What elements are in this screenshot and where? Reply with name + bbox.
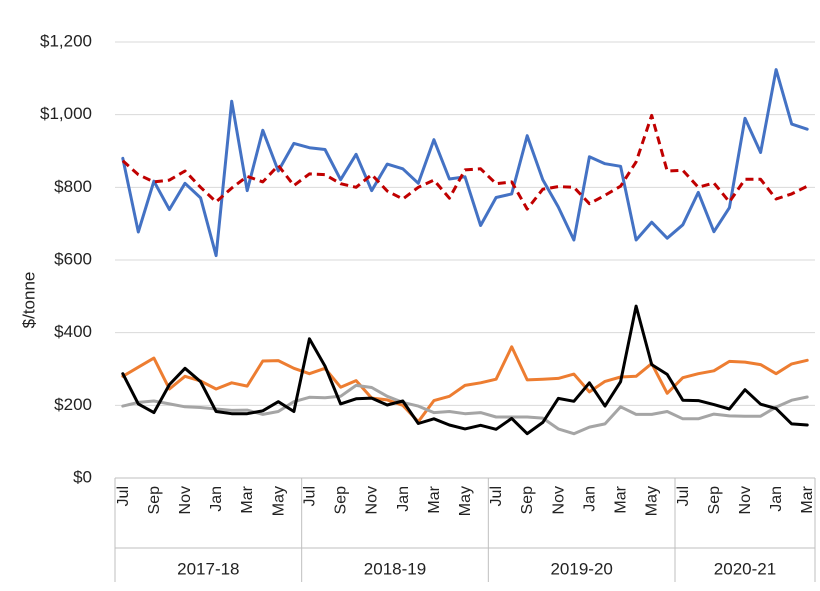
y-tick-label: $600 xyxy=(54,249,92,268)
y-tick-label: $800 xyxy=(54,177,92,196)
x-tick-label: Sep xyxy=(706,486,723,515)
x-tick-label: Sep xyxy=(333,486,350,515)
x-tick-label: Jul xyxy=(488,486,505,506)
x-tick-label: Jan xyxy=(768,486,785,512)
y-tick-label: $0 xyxy=(73,467,92,486)
y-tick-label: $1,200 xyxy=(40,31,92,50)
y-tick-label: $200 xyxy=(54,395,92,414)
x-group-label: 2018-19 xyxy=(364,559,426,578)
series-line-2 xyxy=(121,113,808,211)
x-tick-label: Nov xyxy=(177,486,194,514)
x-tick-label: Mar xyxy=(799,485,816,513)
x-tick-label: Mar xyxy=(613,485,630,513)
x-tick-label: Nov xyxy=(737,486,754,514)
series-line-1 xyxy=(121,68,809,258)
x-group-label: 2020-21 xyxy=(714,559,776,578)
series-lines xyxy=(121,68,809,436)
y-tick-label: $1,000 xyxy=(40,104,92,123)
x-tick-label: Jan xyxy=(581,486,598,512)
x-tick-label: May xyxy=(457,486,474,516)
x-tick-label: Jan xyxy=(395,486,412,512)
x-group-label: 2017-18 xyxy=(177,559,239,578)
x-tick-label: Nov xyxy=(550,486,567,514)
x-tick-label: May xyxy=(270,486,287,516)
x-tick-label: Jul xyxy=(301,486,318,506)
series-line-4 xyxy=(121,383,809,436)
x-tick-label: May xyxy=(644,486,661,516)
y-axis-title: $/tonne xyxy=(19,272,38,329)
y-axis-tick-labels: $0 $200 $400 $600 $800 $1,000 $1,200 xyxy=(40,31,92,486)
series-line-3 xyxy=(121,345,809,424)
x-group-label: 2019-20 xyxy=(550,559,612,578)
series-line-5 xyxy=(121,304,809,436)
x-tick-label: Mar xyxy=(239,485,256,513)
y-tick-label: $400 xyxy=(54,322,92,341)
x-tick-label: Nov xyxy=(364,486,381,514)
x-tick-label: Sep xyxy=(146,486,163,515)
x-tick-label: Sep xyxy=(519,486,536,515)
x-tick-label: Mar xyxy=(426,485,443,513)
x-tick-label: Jul xyxy=(115,486,132,506)
x-tick-label: Jan xyxy=(208,486,225,512)
x-tick-label: Jul xyxy=(675,486,692,506)
x-axis: Jul Sep Nov Jan Mar May Jul Sep Nov Jan Mar May Jul S… xyxy=(114,477,816,582)
